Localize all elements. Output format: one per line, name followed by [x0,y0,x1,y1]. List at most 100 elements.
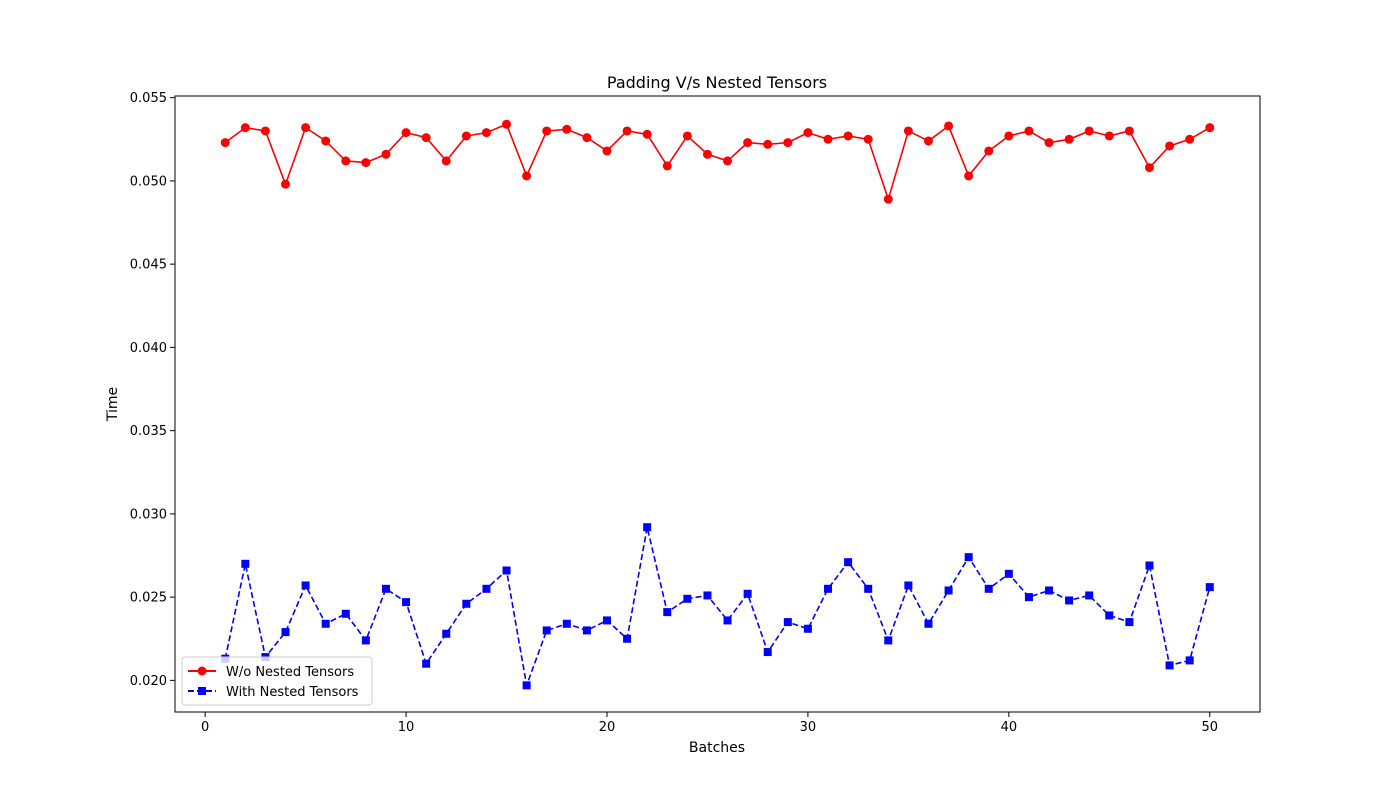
y-tick-label: 0.020 [130,674,167,689]
series-line-with-nested [224,527,1211,689]
data-point-without-nested [1104,131,1114,141]
data-point-with-nested [582,626,591,635]
data-point-without-nested [240,123,250,133]
data-point-without-nested [341,156,351,166]
data-point-without-nested [321,136,331,146]
data-point-without-nested [602,146,612,156]
data-point-without-nested [562,124,572,134]
data-point-without-nested [843,131,853,141]
y-axis-label: Time [105,387,121,422]
data-point-without-nested [1044,138,1054,148]
data-point-with-nested [844,558,853,567]
y-tick-label: 0.050 [130,174,167,189]
data-point-with-nested [482,584,491,593]
data-point-with-nested [1065,596,1074,605]
data-point-with-nested [743,589,752,598]
legend-label-with-nested: With Nested Tensors [226,685,359,700]
data-point-with-nested [663,608,672,617]
data-point-without-nested [1185,134,1195,144]
x-tick-label: 10 [398,720,415,735]
data-point-with-nested [562,619,571,628]
data-point-with-nested [522,681,531,690]
legend-box [181,656,373,706]
data-point-with-nested [361,636,370,645]
data-point-without-nested [301,123,311,133]
data-point-with-nested [1024,593,1033,602]
x-tick-label: 50 [1201,720,1218,735]
data-point-without-nested [1165,141,1175,151]
data-point-without-nested [622,126,632,136]
data-point-with-nested [341,609,350,618]
data-point-without-nested [421,133,431,143]
legend-label-without-nested: W/o Nested Tensors [226,665,354,680]
data-point-with-nested [783,618,792,627]
data-point-without-nested [944,121,954,131]
data-point-without-nested [823,134,833,144]
data-point-with-nested [1045,586,1054,595]
data-point-without-nested [461,131,471,141]
data-point-without-nested [502,119,512,129]
data-point-without-nested [220,138,230,148]
data-point-with-nested [321,619,330,628]
data-point-with-nested [763,648,772,657]
data-point-without-nested [803,128,813,138]
data-point-without-nested [863,134,873,144]
data-point-without-nested [381,149,391,159]
data-point-with-nested [924,619,933,628]
y-tick-label: 0.025 [130,591,167,606]
data-point-with-nested [964,553,973,562]
data-point-without-nested [923,136,933,146]
data-point-with-nested [602,616,611,625]
x-axis-label: Batches [689,740,745,756]
data-point-without-nested [401,128,411,138]
y-tick-label: 0.035 [130,424,167,439]
data-point-without-nested [1064,134,1074,144]
data-point-with-nested [381,584,390,593]
data-point-with-nested [803,624,812,633]
y-tick-label: 0.055 [130,91,167,106]
data-point-without-nested [542,126,552,136]
plot-area [174,95,1261,713]
chart-title: Padding V/s Nested Tensors [607,73,827,92]
data-point-with-nested [884,636,893,645]
data-point-without-nested [682,131,692,141]
data-point-without-nested [702,149,712,159]
data-point-with-nested [502,566,511,575]
x-tick-label: 30 [800,720,817,735]
data-point-with-nested [623,634,632,643]
data-point-without-nested [361,158,371,168]
y-tick-label: 0.040 [130,341,167,356]
data-point-with-nested [703,591,712,600]
data-point-without-nested [642,129,652,139]
data-point-without-nested [481,128,491,138]
data-point-without-nested [1084,126,1094,136]
y-axis: 0.020 0.025 0.030 0.035 0.040 0.045 0.050 0.055 [130,91,175,689]
data-point-without-nested [1024,126,1034,136]
x-tick-label: 0 [201,720,209,735]
data-point-with-nested [281,628,290,637]
data-point-with-nested [1185,656,1194,665]
data-point-with-nested [241,559,250,568]
data-point-without-nested [441,156,451,166]
series-line-without-nested [224,123,1211,202]
data-point-without-nested [1004,131,1014,141]
legend-marker-square [198,687,206,695]
series-layer [220,119,1215,690]
data-point-with-nested [462,599,471,608]
data-point-without-nested [723,156,733,166]
data-point-with-nested [422,659,431,668]
data-point-with-nested [984,584,993,593]
data-point-without-nested [903,126,913,136]
data-point-with-nested [442,629,451,638]
data-point-without-nested [260,126,270,136]
x-axis: 0 10 20 30 40 50 [201,712,1218,735]
data-point-with-nested [1125,618,1134,627]
data-point-with-nested [723,616,732,625]
data-point-with-nested [904,581,913,590]
data-point-without-nested [1124,126,1134,136]
data-point-with-nested [1085,591,1094,600]
x-tick-label: 40 [1001,720,1018,735]
data-point-without-nested [763,139,773,149]
data-point-without-nested [582,133,592,143]
